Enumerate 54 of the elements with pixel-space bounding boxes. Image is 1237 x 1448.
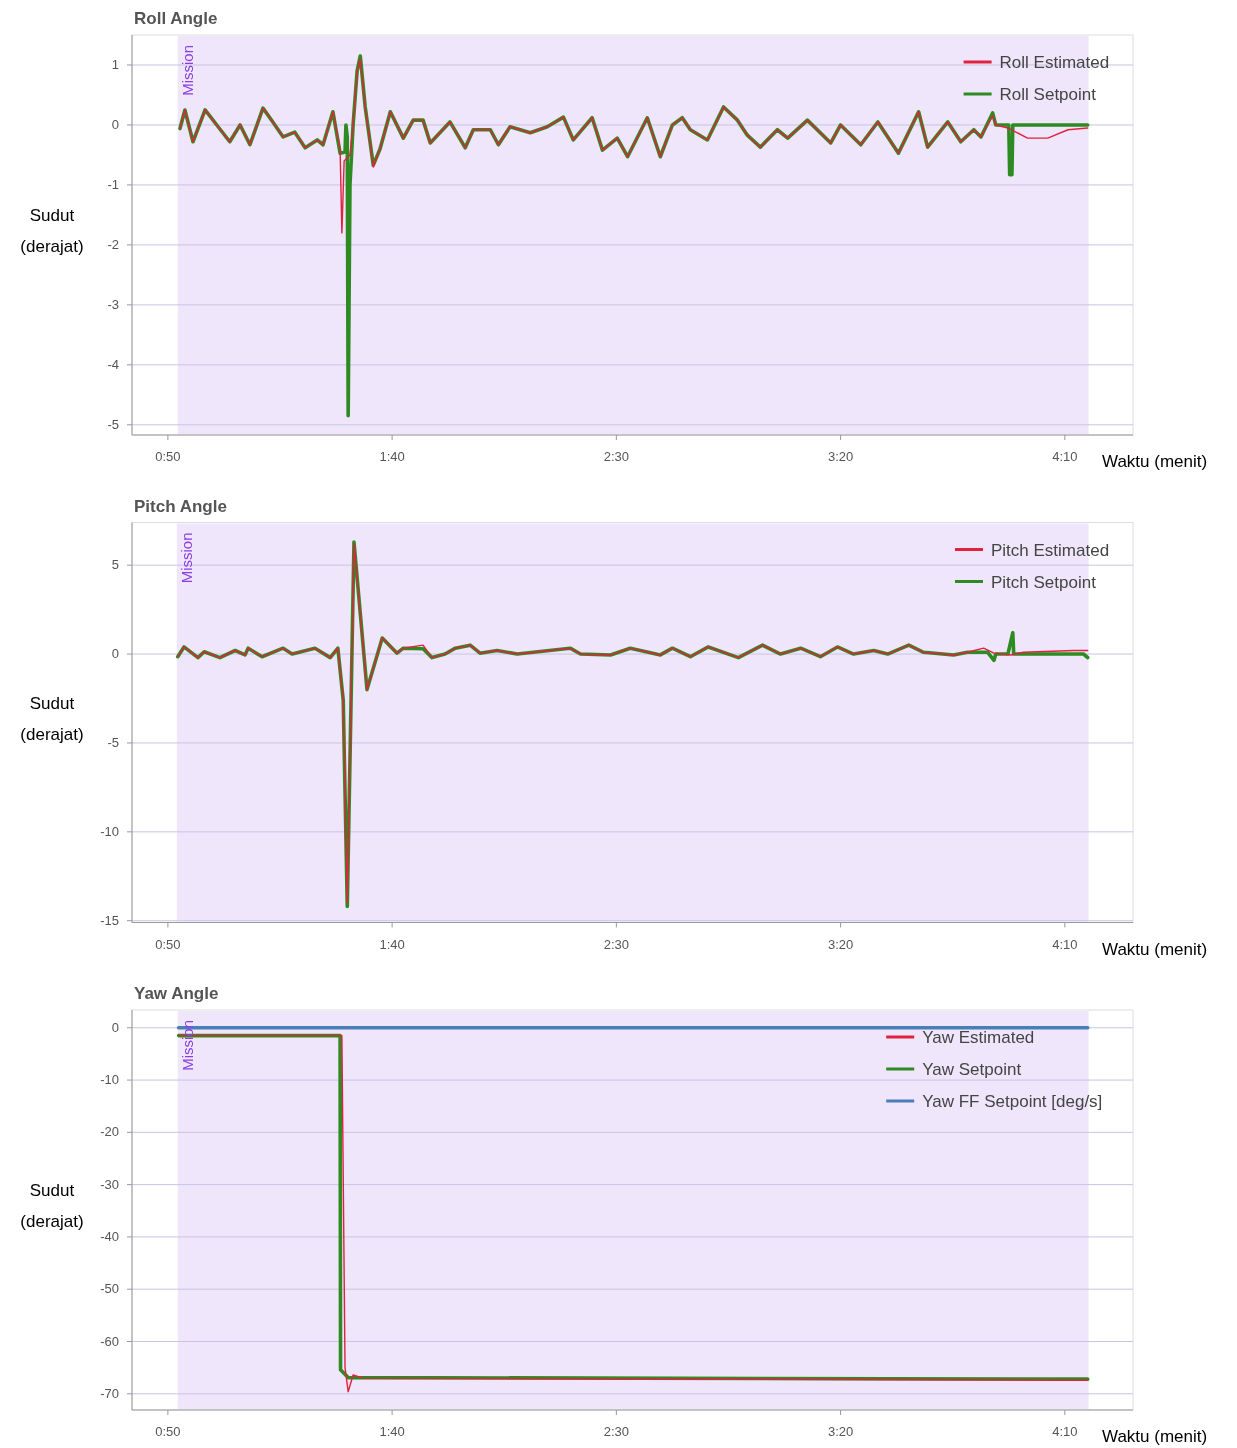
y-tick-label: -5: [107, 734, 119, 750]
x-tick-label: 4:10: [1052, 936, 1078, 952]
y-tick-label: 5: [111, 557, 119, 573]
y-axis-title: Sudut (derajat): [20, 693, 84, 744]
band-label: Mission: [177, 532, 195, 584]
y-tick-label: -4: [107, 356, 119, 372]
y-tick-label: -5: [107, 416, 119, 432]
y-tick-label: -60: [100, 1333, 119, 1349]
x-tick-label: 1:40: [379, 1424, 405, 1439]
y-tick-label: -10: [100, 823, 119, 839]
legend-label: Roll Estimated: [999, 53, 1110, 72]
band-label: Mission: [178, 1020, 196, 1071]
chart-title: Pitch Angle: [134, 496, 227, 516]
legend-label: Roll Setpoint: [999, 85, 1097, 104]
y-tick-label: -15: [100, 912, 119, 928]
y-axis-title: Sudut (derajat): [20, 206, 84, 256]
legend-label: Yaw FF Setpoint [deg/s]: [922, 1092, 1103, 1111]
x-tick-label: 1:40: [379, 449, 405, 464]
y-tick-label: 0: [111, 1019, 119, 1035]
y-tick-label: -2: [107, 236, 119, 252]
legend-label: Pitch Estimated: [991, 540, 1110, 560]
band-label: Mission: [178, 45, 196, 96]
y-tick-label: -1: [107, 176, 119, 192]
x-tick-label: 2:30: [603, 1424, 630, 1439]
y-tick-label: -30: [100, 1176, 119, 1192]
chart-title: Yaw Angle: [134, 984, 219, 1003]
x-tick-label: 0:50: [155, 1424, 181, 1439]
x-tick-label: 4:10: [1052, 449, 1078, 464]
x-axis-title: Waktu (menit): [1102, 1427, 1208, 1446]
y-tick-label: -50: [100, 1281, 119, 1297]
legend-label: Pitch Setpoint: [991, 572, 1097, 592]
x-tick-label: 3:20: [827, 449, 854, 464]
chart-title: Roll Angle: [134, 9, 218, 28]
y-axis-title: Sudut (derajat): [20, 1181, 84, 1231]
y-tick-label: -10: [100, 1072, 119, 1088]
y-tick-label: -40: [100, 1228, 119, 1244]
x-tick-label: 2:30: [603, 936, 630, 952]
x-tick-label: 3:20: [827, 1424, 854, 1439]
x-tick-label: 2:30: [603, 449, 630, 464]
x-axis-title: Waktu (menit): [1102, 939, 1208, 959]
y-tick-label: 1: [111, 56, 119, 72]
y-tick-label: -20: [100, 1124, 119, 1140]
y-tick-label: 0: [111, 646, 119, 662]
y-tick-label: -70: [100, 1385, 119, 1401]
x-tick-label: 1:40: [379, 936, 405, 952]
x-axis-title: Waktu (menit): [1102, 452, 1208, 471]
x-tick-label: 0:50: [155, 449, 181, 464]
y-tick-label: 0: [111, 116, 119, 132]
legend-label: Yaw Estimated: [922, 1028, 1035, 1047]
x-tick-label: 3:20: [827, 936, 854, 952]
x-tick-label: 4:10: [1052, 1424, 1078, 1439]
x-tick-label: 0:50: [155, 936, 181, 952]
legend-label: Yaw Setpoint: [922, 1060, 1022, 1079]
y-tick-label: -3: [107, 296, 119, 312]
